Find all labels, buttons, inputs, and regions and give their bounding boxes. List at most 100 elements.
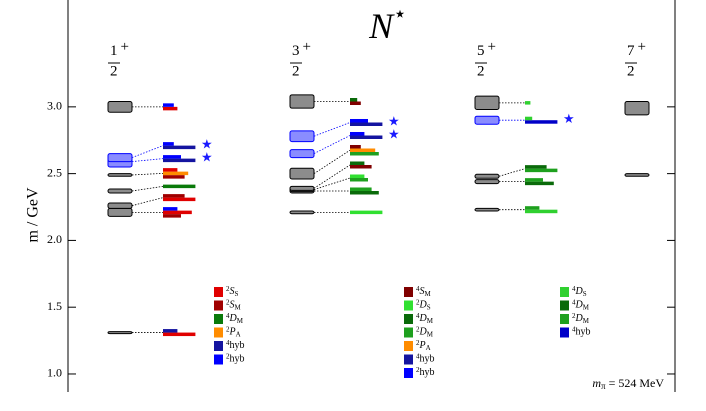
legend-sup: 4	[416, 312, 420, 320]
overlap-bar	[350, 148, 376, 152]
legend-sub: M	[425, 290, 432, 298]
overlap-bar	[350, 177, 368, 182]
hybrid-star: ★	[201, 150, 213, 165]
overlap-bar	[525, 206, 540, 210]
legend-sub: A	[236, 330, 241, 338]
legend-swatch	[560, 300, 569, 311]
legend-main: D	[229, 313, 238, 324]
connector	[498, 168, 526, 177]
overlap-bar	[525, 101, 531, 105]
label-parity: +	[121, 39, 129, 55]
legend-sub: M	[583, 303, 590, 311]
legend-sup: 2	[226, 325, 230, 333]
y-tick-label: 1.0	[47, 366, 62, 380]
legend-label: 4DS	[572, 285, 587, 298]
legend-label: 2PA	[226, 325, 241, 338]
legend-label: 2SS	[226, 285, 239, 298]
level-box	[474, 173, 500, 179]
overlap-bar	[163, 197, 196, 202]
label-den: 2	[627, 63, 635, 79]
level-box	[289, 185, 315, 191]
legend-label: 4DM	[572, 298, 590, 311]
legend-sub: M	[427, 317, 434, 325]
legend-sup: 2	[226, 298, 230, 306]
legend-main: S	[230, 286, 235, 297]
column-label: 3 +	[292, 39, 311, 59]
overlap-bar	[163, 155, 181, 159]
legend-swatch	[560, 287, 569, 297]
connector	[313, 149, 351, 174]
legend-swatch	[404, 300, 413, 311]
legend-swatch	[214, 341, 223, 351]
chart-title: N⋆	[368, 1, 407, 46]
column-label: 7 +	[627, 39, 646, 59]
overlap-bar	[350, 161, 365, 165]
level-box	[107, 101, 133, 113]
overlap-bar	[163, 142, 174, 146]
legend-sup: 2	[416, 325, 420, 333]
legend-label: 4hyb	[416, 352, 435, 365]
level-box	[107, 173, 133, 177]
overlap-bar	[163, 103, 174, 107]
overlap-bar	[163, 106, 178, 111]
level-box	[107, 202, 133, 209]
level-box	[474, 115, 500, 125]
overlap-bar	[350, 135, 383, 139]
overlap-bar	[350, 122, 383, 126]
overlap-bar	[350, 187, 372, 191]
legend-sup: 2	[416, 298, 420, 306]
legend-label: 2PA	[416, 339, 431, 352]
legend-main: S	[420, 286, 425, 297]
legend-sup: 2	[572, 312, 576, 320]
annotation-sub: π	[601, 381, 606, 391]
connector	[131, 172, 164, 176]
y-tick-label: 1.5	[47, 299, 62, 313]
level-box	[107, 153, 133, 163]
legend-sub: S	[427, 303, 431, 311]
overlap-bar	[163, 171, 189, 176]
overlap-bar	[350, 190, 379, 195]
y-tick-label: 2.5	[47, 165, 62, 179]
overlap-bar	[525, 181, 554, 186]
overlap-bar	[163, 214, 181, 218]
legend-main: hyb	[420, 354, 435, 365]
legend-main: hyb	[420, 367, 435, 378]
legend-swatch	[404, 354, 413, 365]
overlap-bar	[350, 131, 365, 136]
legend-sup: 2	[226, 285, 230, 293]
legend-swatch	[214, 300, 223, 311]
hybrid-star: ★	[388, 126, 400, 141]
label-den: 2	[292, 63, 300, 79]
legend-sub: M	[427, 330, 434, 338]
overlap-bar	[350, 174, 365, 178]
legend-sup: 4	[226, 312, 230, 320]
overlap-bar	[350, 164, 372, 169]
legend-swatch	[404, 327, 413, 338]
overlap-bar	[525, 120, 558, 124]
annotation-rest: = 524 MeV	[606, 376, 665, 390]
hybrid-star: ★	[563, 111, 575, 126]
annotation-main: m	[592, 376, 601, 390]
overlap-bar	[350, 98, 358, 102]
legend-main: D	[419, 313, 428, 324]
connector	[313, 122, 351, 137]
legend-main: S	[230, 300, 235, 311]
legend-swatch	[214, 354, 223, 365]
label-den: 2	[477, 63, 485, 79]
legend-swatch	[404, 341, 413, 351]
level-box	[289, 167, 315, 180]
legend-label: 4hyb	[572, 325, 591, 338]
level-box	[107, 331, 133, 335]
legend-main: D	[419, 300, 428, 311]
overlap-bar	[350, 144, 361, 149]
label-num: 7	[627, 43, 635, 59]
label-num: 3	[292, 43, 300, 59]
legend-main: hyb	[230, 340, 245, 351]
legend-label: 2DM	[416, 325, 434, 338]
connector	[131, 185, 164, 192]
level-box	[289, 94, 315, 109]
legend-main: D	[575, 300, 584, 311]
y-tick-label: 3.0	[47, 99, 62, 113]
legend-main: D	[419, 327, 428, 338]
